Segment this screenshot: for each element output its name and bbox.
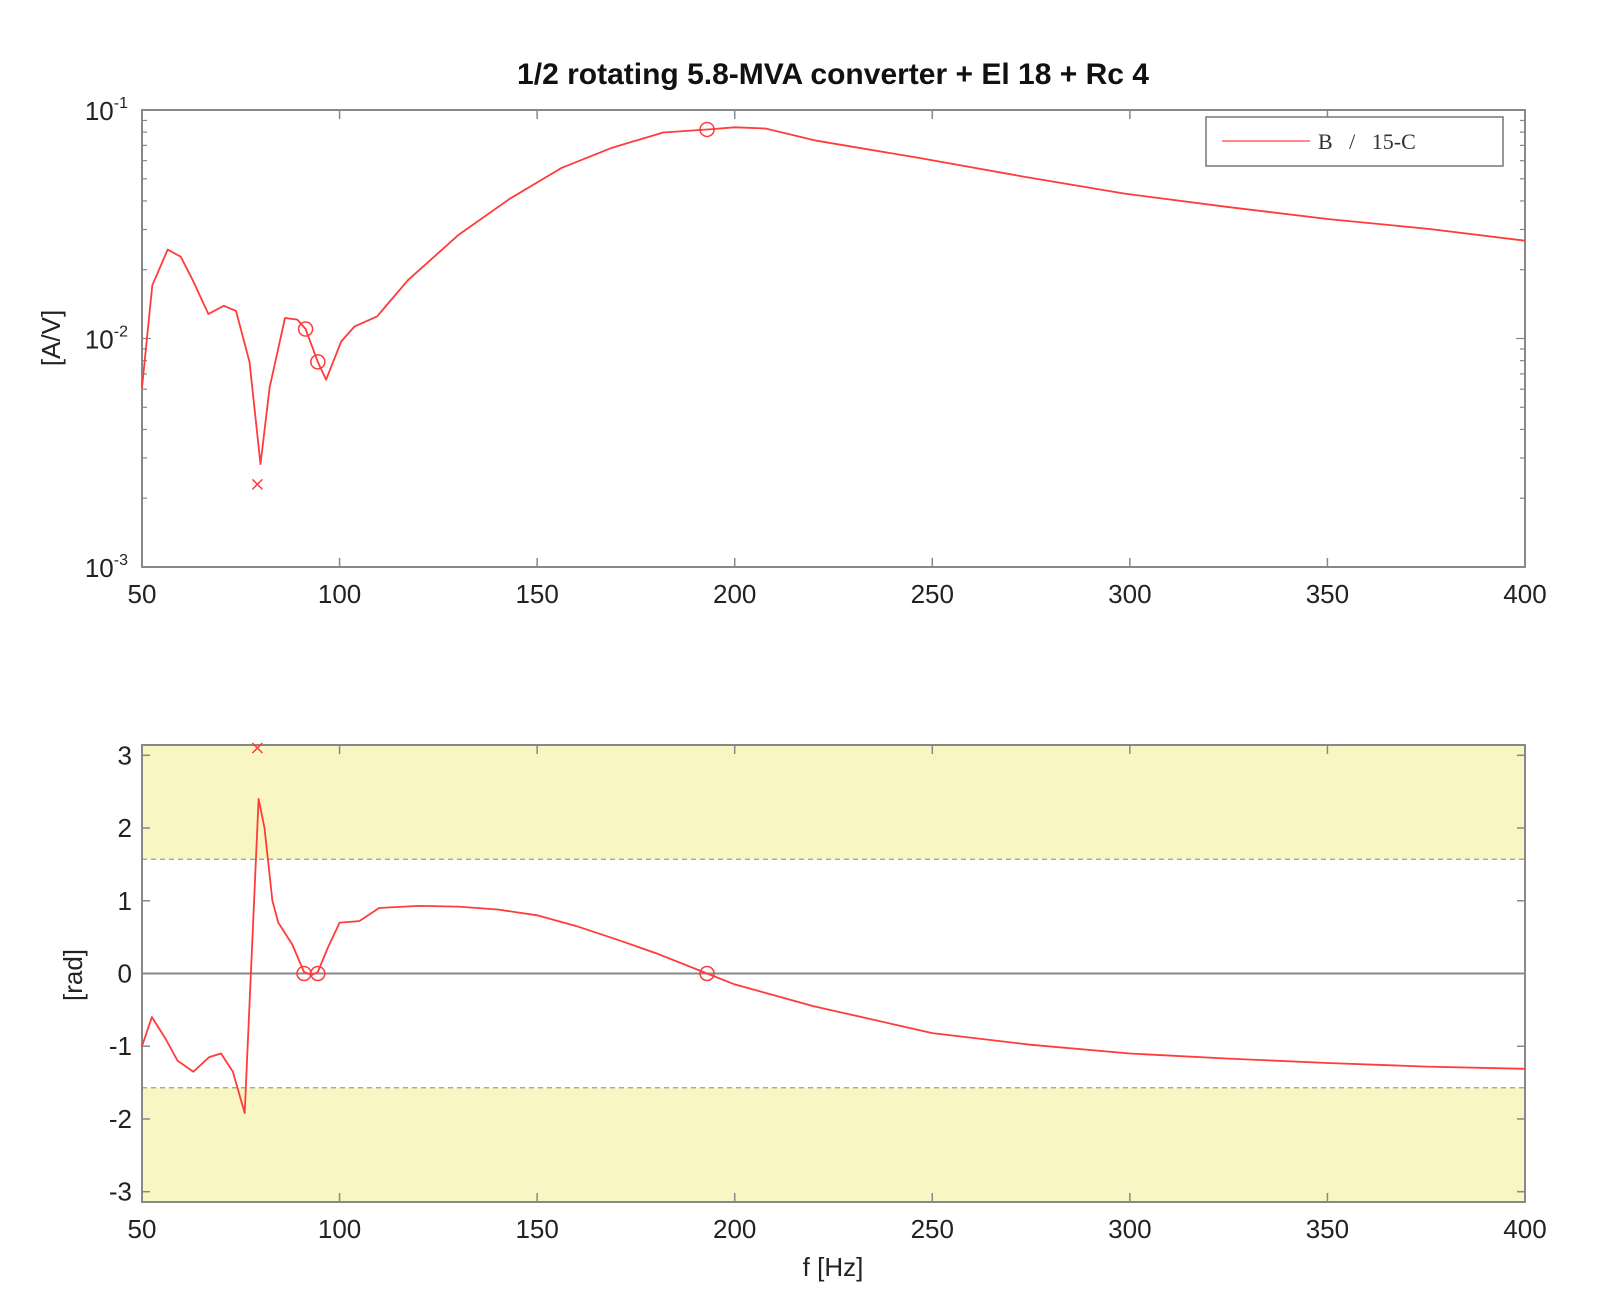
x-tick-label: 250 <box>911 1214 954 1244</box>
legend-label: B / 15-C <box>1318 129 1416 154</box>
y-tick-label: -2 <box>109 1104 132 1134</box>
x-tick-label: 150 <box>515 579 558 609</box>
x-tick-label: 150 <box>515 1214 558 1244</box>
x-tick-label: 350 <box>1306 579 1349 609</box>
circle-marker <box>310 354 326 370</box>
x-tick-label: 400 <box>1503 1214 1546 1244</box>
x-tick-label: 300 <box>1108 579 1151 609</box>
magnitude-plot: 50 100 150 200 250 300 350 400 10-1 10-2 10-3 <box>85 95 1547 609</box>
circle-marker <box>297 321 314 337</box>
x-tick-label: 350 <box>1306 1214 1349 1244</box>
magnitude-y-axis-label: [A/V] <box>36 310 66 366</box>
y-tick-label: 0 <box>118 959 132 989</box>
circle-marker <box>699 965 715 982</box>
y-tick-label: 10-2 <box>85 324 128 355</box>
circle-marker <box>699 121 715 138</box>
phase-plot: 50 100 150 200 250 300 350 400 3 2 1 0 -1 -2 -3 <box>109 740 1547 1244</box>
y-tick-label: 1 <box>118 886 132 916</box>
y-tick-label: 2 <box>118 813 132 843</box>
x-tick-label: 100 <box>318 1214 361 1244</box>
x-tick-label: 200 <box>713 1214 756 1244</box>
x-axis-label: f [Hz] <box>803 1252 864 1282</box>
x-tick-label: 100 <box>318 579 361 609</box>
x-tick-label: 200 <box>713 579 756 609</box>
shaded-region <box>142 1087 1525 1202</box>
circle-marker <box>310 965 326 982</box>
axes-frame <box>141 109 1526 568</box>
shaded-region <box>142 745 1525 860</box>
legend: B / 15-C <box>1205 116 1504 167</box>
y-tick-label: -1 <box>109 1031 132 1061</box>
cross-marker <box>251 742 263 754</box>
x-tick-label: 50 <box>128 1214 157 1244</box>
x-tick-label: 50 <box>128 579 157 609</box>
x-tick-label: 400 <box>1503 579 1546 609</box>
phase-y-axis-label: [rad] <box>58 949 88 1001</box>
y-tick-label: 10-3 <box>85 552 128 583</box>
series-line <box>141 798 1526 1114</box>
chart-title: 1/2 rotating 5.8-MVA converter + El 18 +… <box>517 58 1149 91</box>
x-tick-label: 300 <box>1108 1214 1151 1244</box>
y-tick-label: 10-1 <box>85 95 128 126</box>
y-tick-label: -3 <box>109 1177 132 1207</box>
cross-marker <box>251 478 263 490</box>
series-line <box>141 126 1526 466</box>
y-tick-label: 3 <box>118 740 132 770</box>
x-tick-label: 250 <box>911 579 954 609</box>
